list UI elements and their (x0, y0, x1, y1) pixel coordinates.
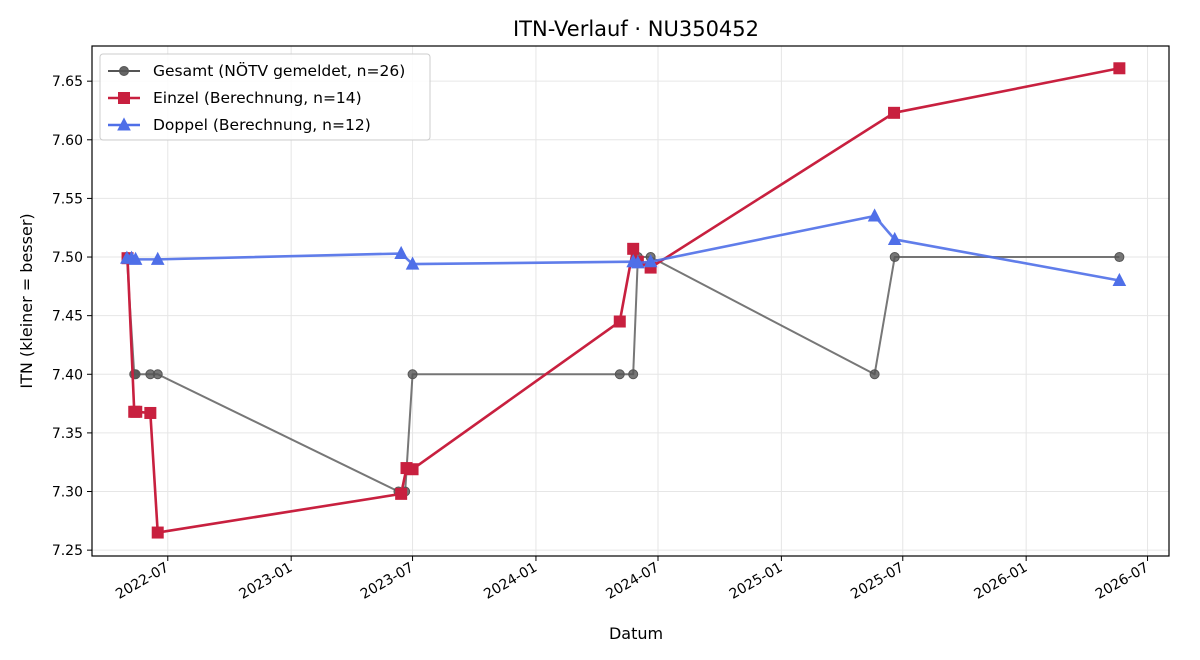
x-tick-label: 2025-07 (848, 560, 907, 603)
data-point (407, 369, 418, 380)
y-tick-label: 7.45 (52, 309, 83, 325)
data-point (150, 251, 165, 265)
y-tick-label: 7.25 (52, 543, 83, 559)
data-point (889, 252, 900, 263)
data-point (869, 369, 880, 380)
data-point (887, 231, 902, 245)
data-point (152, 369, 163, 380)
chart-title: ITN-Verlauf · NU350452 (513, 17, 759, 41)
legend-box (99, 53, 431, 141)
legend-label: Gesamt (NÖTV gemeldet, n=26) (153, 61, 405, 80)
legend-item: Einzel (Berechnung, n=14) (108, 89, 362, 107)
x-axis: 2022-07 2023-01 2023-07 2024-01 2024-07 2025-… (113, 556, 1152, 603)
data-point (1113, 62, 1126, 75)
x-tick-label: 2026-07 (1093, 560, 1152, 603)
data-point (151, 526, 164, 539)
data-point (867, 208, 882, 222)
data-point (631, 255, 645, 269)
x-tick-label: 2024-07 (603, 560, 662, 603)
x-tick-label: 2024-01 (481, 560, 540, 603)
legend-label: Doppel (Berechnung, n=12) (153, 116, 371, 134)
plot-frame (91, 45, 1170, 557)
series-layer (120, 62, 1127, 539)
data-point (128, 251, 143, 265)
data-point (628, 369, 639, 380)
y-axis-label: ITN (kleiner = besser) (17, 213, 36, 388)
series-doppel (120, 208, 1127, 286)
y-tick-label: 7.50 (52, 250, 83, 266)
legend-item: Doppel (Berechnung, n=12) (108, 116, 371, 134)
x-tick-label: 2025-01 (727, 560, 786, 603)
data-point (405, 256, 420, 270)
y-tick-label: 7.35 (52, 426, 83, 442)
y-tick-label: 7.65 (52, 74, 83, 90)
data-point (394, 245, 408, 260)
x-tick-label: 2023-01 (237, 560, 296, 603)
legend-label: Einzel (Berechnung, n=14) (153, 89, 362, 107)
data-point (144, 406, 157, 419)
y-tick-label: 7.30 (52, 485, 83, 501)
data-point (395, 487, 408, 500)
data-point (627, 242, 640, 255)
x-tick-label: 2026-01 (971, 560, 1030, 603)
data-point (643, 254, 658, 268)
legend-marker (119, 66, 129, 76)
data-point (888, 106, 901, 119)
y-tick-label: 7.60 (52, 133, 83, 149)
x-tick-label: 2023-07 (358, 560, 417, 603)
x-tick-label: 2022-07 (113, 560, 172, 603)
x-axis-label: Datum (609, 624, 663, 643)
y-tick-label: 7.55 (52, 191, 83, 207)
y-axis: 7.25 7.30 7.35 7.40 7.45 7.50 7.55 7.60 7.65 (52, 74, 92, 559)
data-point (1114, 252, 1125, 263)
data-point (130, 405, 143, 418)
legend-marker (118, 92, 130, 104)
series-line (126, 214, 1120, 282)
legend-marker (117, 117, 131, 131)
legend-item: Gesamt (NÖTV gemeldet, n=26) (108, 61, 405, 80)
data-point (614, 369, 625, 380)
data-point (406, 463, 419, 476)
data-point (1112, 272, 1127, 286)
data-point (613, 315, 626, 328)
y-tick-label: 7.40 (52, 367, 83, 383)
legend: Gesamt (NÖTV gemeldet, n=26) Einzel (Bere… (99, 53, 431, 141)
